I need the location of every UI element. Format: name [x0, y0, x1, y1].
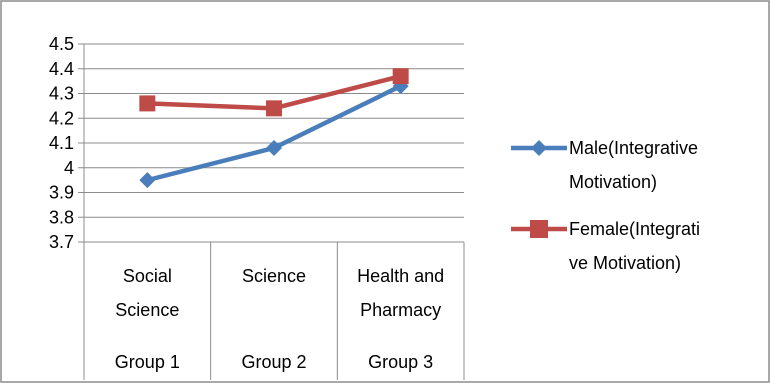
y-tick-label: 4.4 [49, 59, 74, 79]
data-point-square [139, 95, 156, 112]
category-labels: Social Science Group 1 Science Group 2 Health… [115, 266, 444, 372]
category-label: Science [115, 300, 179, 320]
data-point-square [266, 100, 282, 117]
y-tick-label: 4.3 [49, 84, 74, 104]
data-point-square [392, 68, 409, 85]
legend-label: Motivation) [569, 172, 657, 192]
y-tick-label: 3.7 [49, 232, 74, 252]
y-tick-label: 4.2 [49, 108, 74, 128]
legend-marker-square [530, 220, 548, 238]
group-label: Group 3 [368, 352, 433, 372]
category-label: Pharmacy [360, 300, 441, 320]
y-tick-label: 4.1 [49, 133, 74, 153]
group-label: Group 2 [241, 352, 306, 372]
y-tick-label: 3.8 [49, 207, 74, 227]
data-point-diamond [266, 139, 282, 156]
legend-label: Male(Integrative [569, 138, 698, 158]
category-label: Social [123, 266, 172, 286]
legend-label: Female(Integrati [569, 219, 700, 239]
series-2 [139, 68, 409, 117]
legend-entry-2: Female(Integrati ve Motivation) [511, 219, 700, 273]
category-label: Science [242, 266, 306, 286]
y-tick-label: 4 [64, 158, 74, 178]
legend: Male(Integrative Motivation) Female(Integr… [511, 138, 700, 273]
group-label: Group 1 [115, 352, 180, 372]
y-tick-labels: 3.7 3.8 3.9 4 4.1 4.2 4.3 4.4 4.5 [49, 34, 74, 252]
axes [78, 43, 465, 380]
series [139, 68, 409, 189]
legend-marker-diamond [531, 140, 547, 156]
category-label: Health and [357, 266, 444, 286]
y-tick-label: 4.5 [49, 34, 74, 54]
data-point-diamond [139, 172, 156, 189]
legend-label: ve Motivation) [569, 253, 681, 273]
y-tick-label: 3.9 [49, 183, 74, 203]
legend-entry-1: Male(Integrative Motivation) [511, 138, 698, 192]
